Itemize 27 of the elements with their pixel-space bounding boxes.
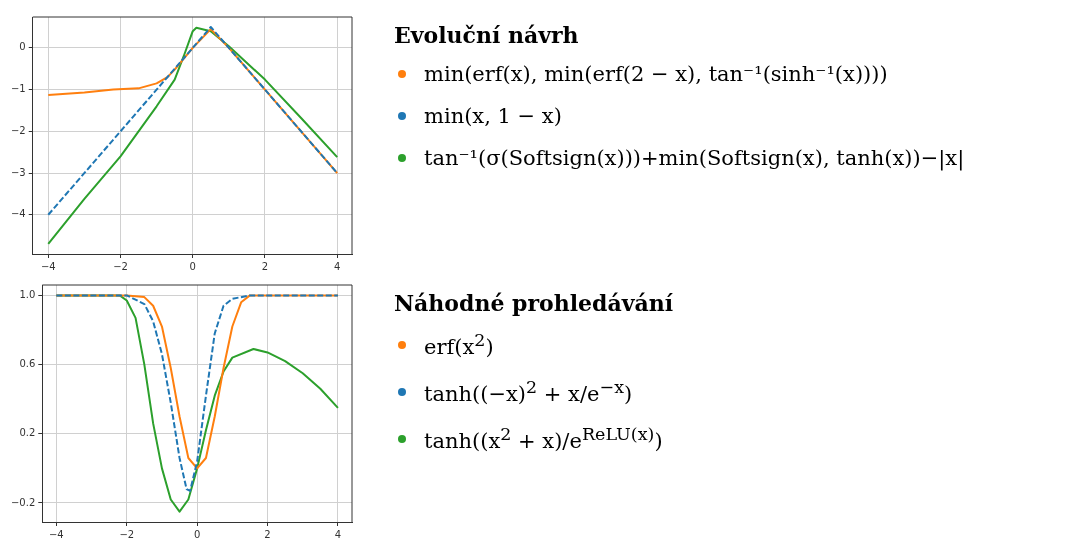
y-tick-label: −3 xyxy=(10,166,26,178)
x-tick-label: 4 xyxy=(334,260,341,272)
legend-label: min(erf(x), min(erf(2 − x), tan⁻¹(sinh⁻¹(x)))) xyxy=(424,62,888,86)
legend-title: Náhodné prohledávání xyxy=(394,290,674,316)
x-tick-label: 0 xyxy=(189,260,196,272)
y-tick-label: −0.2 xyxy=(10,496,36,508)
x-tick-label: −4 xyxy=(48,528,64,540)
y-tick-label: 0 xyxy=(19,41,26,53)
x-tick-label: −2 xyxy=(113,260,128,272)
legend-label: tan⁻¹(σ(Softsign(x)))+min(Softsign(x), tanh(x))−|x| xyxy=(424,146,965,170)
x-tick-label: −4 xyxy=(40,260,56,272)
x-tick-label: 0 xyxy=(193,528,201,540)
legend-label: tanh((−x)$^{2}$ + x/e$^{−x}$) xyxy=(424,377,633,406)
y-tick-label: 1.0 xyxy=(19,288,36,300)
x-tick-label: 2 xyxy=(264,528,271,540)
y-tick-label: 0.6 xyxy=(19,358,36,370)
y-tick-label: −1 xyxy=(10,83,26,95)
legend-label: erf(x$^{2}$) xyxy=(424,330,494,359)
legend-title: Evoluční návrh xyxy=(394,22,580,48)
legend-label: tanh((x$^{2}$ + x)/e$^{ReLU(x)}$) xyxy=(424,424,663,453)
y-tick-label: −4 xyxy=(10,208,26,220)
y-tick-label: 0.2 xyxy=(19,427,36,439)
x-tick-label: 4 xyxy=(334,528,342,540)
x-tick-label: 2 xyxy=(261,260,269,272)
y-tick-label: −2 xyxy=(10,124,26,136)
legend-label: min(x, 1 − x) xyxy=(424,104,562,128)
x-tick-label: −2 xyxy=(119,528,135,540)
